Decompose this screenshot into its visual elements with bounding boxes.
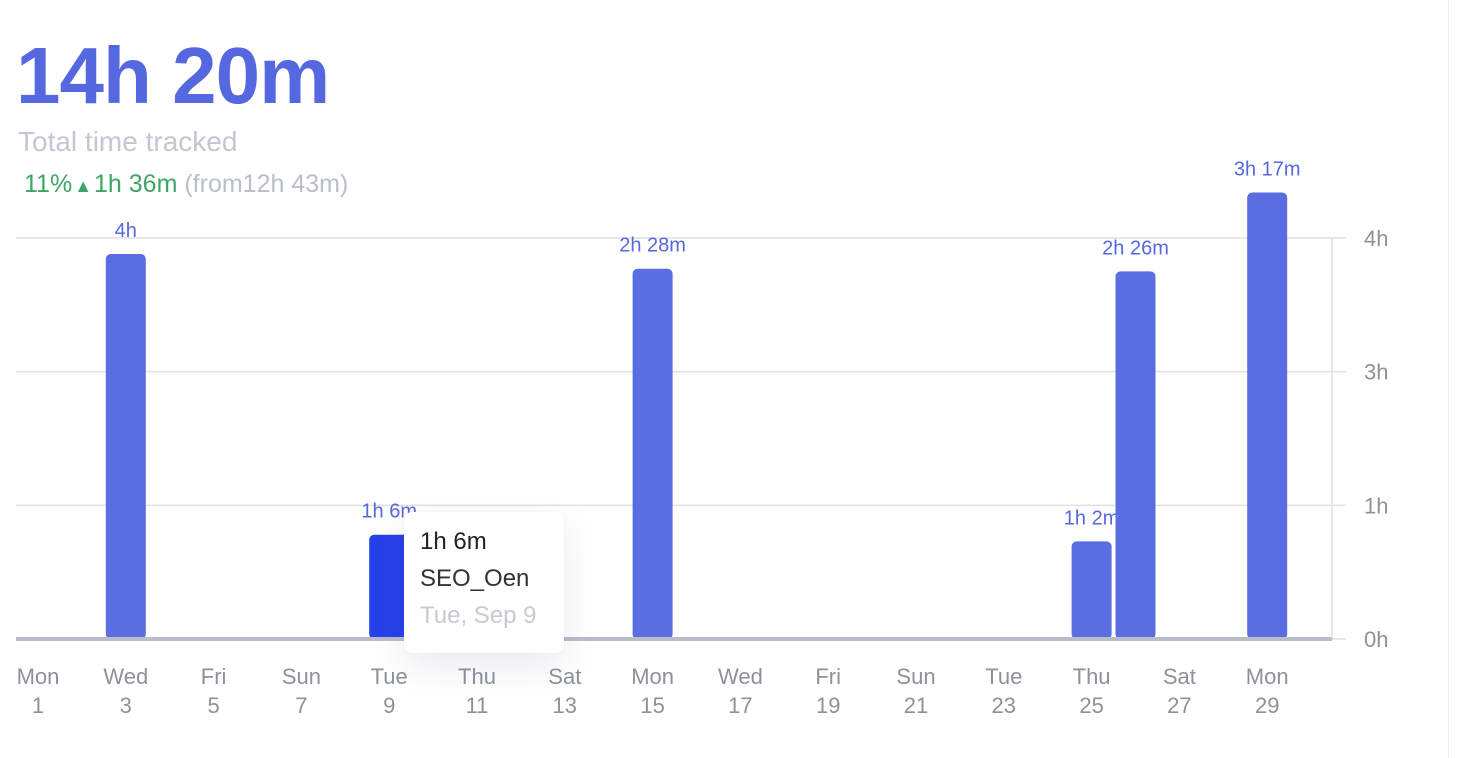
x-tick-date: 11 (466, 693, 489, 718)
time-change-summary: 11% ▲1h 36m (from12h 43m) (24, 172, 348, 197)
y-tick-label: 1h (1364, 493, 1388, 518)
bar-value-label: 2h 26m (1102, 237, 1169, 259)
x-tick-day: Tue (371, 664, 408, 689)
tooltip-date: Tue, Sep 9 (420, 602, 537, 629)
x-tick-day: Tue (985, 664, 1022, 689)
tooltip-duration: 1h 6m (420, 528, 487, 555)
bar-day-25 (1071, 541, 1112, 639)
tooltip-project: SEO_Oen (420, 565, 530, 592)
x-tick-day: Wed (103, 664, 148, 689)
x-tick-date: 9 (383, 693, 395, 718)
x-tick-date: 17 (728, 693, 752, 718)
x-tick-date: 29 (1255, 693, 1279, 718)
y-tick-label: 0h (1364, 627, 1388, 652)
x-tick-day: Thu (458, 664, 496, 689)
bar-day-15 (632, 268, 673, 639)
bar-value-label: 1h 6m (361, 501, 417, 523)
delta-percent: 11% (24, 170, 73, 198)
card-border (1448, 0, 1458, 758)
bar-value-label: 4h (115, 220, 137, 242)
x-tick-day: Sat (1163, 664, 1196, 689)
total-time-value: 14h 20m (16, 31, 330, 120)
x-tick-date: 27 (1167, 693, 1191, 718)
x-tick-day: Mon (631, 664, 674, 689)
x-tick-day: Sat (548, 664, 581, 689)
bar-value-label: 1h 2m (1064, 507, 1120, 529)
x-tick-day: Fri (201, 664, 227, 689)
x-tick-date: 23 (992, 693, 1016, 718)
x-tick-date: 19 (816, 693, 840, 718)
y-tick-label: 3h (1364, 360, 1388, 385)
bar-tooltip: 1h 6m SEO_Oen Tue, Sep 9 (404, 512, 564, 653)
x-tick-date: 15 (640, 693, 664, 718)
x-tick-day: Mon (1246, 664, 1289, 689)
x-tick-day: Fri (815, 664, 841, 689)
bar-day-9 (369, 534, 410, 639)
x-tick-date: 21 (904, 693, 928, 718)
x-tick-day: Thu (1073, 664, 1111, 689)
x-tick-day: Sun (896, 664, 935, 689)
y-tick-label: 4h (1364, 226, 1388, 251)
x-tick-date: 3 (120, 693, 132, 718)
bar-day-29 (1247, 192, 1288, 639)
delta-time: 1h 36m (94, 170, 178, 198)
x-tick-day: Mon (17, 664, 60, 689)
bar-value-label: 2h 28m (619, 235, 686, 257)
x-tick-date: 7 (295, 693, 307, 718)
x-tick-day: Wed (718, 664, 763, 689)
x-tick-day: Sun (282, 664, 321, 689)
bar-day-26 (1115, 271, 1156, 639)
x-tick-date: 1 (32, 693, 44, 718)
previous-period-time: (from12h 43m) (184, 170, 349, 198)
bar-value-label: 3h 17m (1234, 159, 1301, 181)
bar-day-3 (105, 254, 146, 640)
total-time-label: Total time tracked (18, 126, 238, 157)
x-tick-date: 25 (1079, 693, 1103, 718)
x-tick-date: 13 (553, 693, 577, 718)
x-tick-date: 5 (207, 693, 219, 718)
trend-up-icon: ▲ (74, 176, 93, 196)
